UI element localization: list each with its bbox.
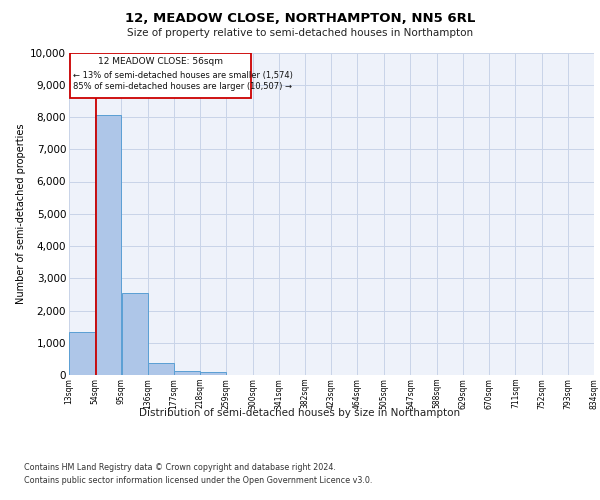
Text: ← 13% of semi-detached houses are smaller (1,574): ← 13% of semi-detached houses are smalle…	[73, 70, 293, 80]
Text: Size of property relative to semi-detached houses in Northampton: Size of property relative to semi-detach…	[127, 28, 473, 38]
Bar	[200, 372, 226, 375]
Text: 12, MEADOW CLOSE, NORTHAMPTON, NN5 6RL: 12, MEADOW CLOSE, NORTHAMPTON, NN5 6RL	[125, 12, 475, 26]
Bar	[69, 332, 95, 375]
Y-axis label: Number of semi-detached properties: Number of semi-detached properties	[16, 124, 26, 304]
FancyBboxPatch shape	[70, 53, 251, 98]
Bar	[122, 294, 148, 375]
Text: 85% of semi-detached houses are larger (10,507) →: 85% of semi-detached houses are larger (…	[73, 82, 292, 91]
Bar	[174, 371, 200, 375]
Bar	[148, 362, 174, 375]
Bar	[95, 116, 121, 375]
Text: 12 MEADOW CLOSE: 56sqm: 12 MEADOW CLOSE: 56sqm	[98, 56, 223, 66]
Text: Contains public sector information licensed under the Open Government Licence v3: Contains public sector information licen…	[24, 476, 373, 485]
Text: Distribution of semi-detached houses by size in Northampton: Distribution of semi-detached houses by …	[139, 408, 461, 418]
Text: Contains HM Land Registry data © Crown copyright and database right 2024.: Contains HM Land Registry data © Crown c…	[24, 462, 336, 471]
